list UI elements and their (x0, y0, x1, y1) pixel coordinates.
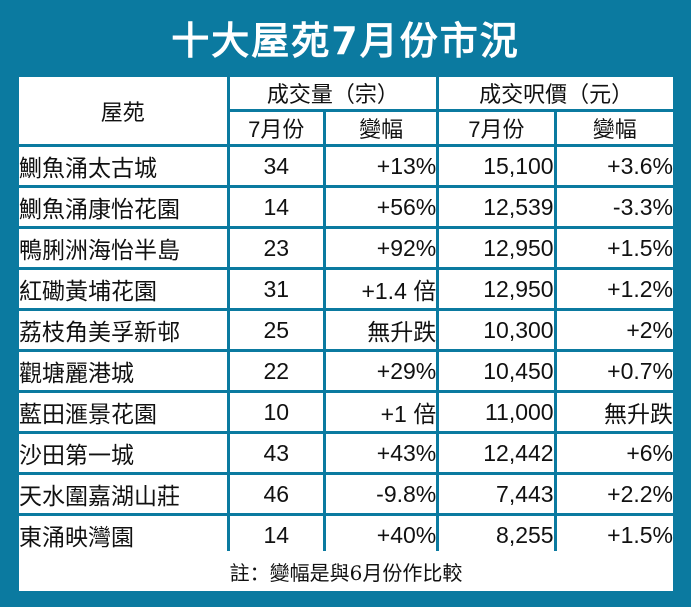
volume-value: 23 (229, 229, 323, 267)
price-change-header: 變幅 (556, 112, 673, 144)
volume-value: 34 (229, 147, 323, 185)
volume-change-value: 無升跌 (325, 311, 437, 349)
table-row: 藍田滙景花園 10 +1 倍 11,000 無升跌 (19, 393, 673, 431)
price-group-header: 成交呎價（元） (439, 77, 673, 109)
table-row: 天水圍嘉湖山莊 46 -9.8% 7,443 +2.2% (19, 475, 673, 513)
volume-value: 43 (229, 434, 323, 472)
volume-change-value: +13% (325, 147, 437, 185)
price-change-value: +6% (556, 434, 673, 472)
price-change-value: +1.5% (556, 229, 673, 267)
volume-value: 14 (229, 188, 323, 226)
volume-group-header: 成交量（宗） (229, 77, 437, 109)
volume-value: 46 (229, 475, 323, 513)
price-change-value: +2.2% (556, 475, 673, 513)
estate-name: 鴨脷洲海怡半島 (19, 229, 227, 267)
volume-change-value: -9.8% (325, 475, 437, 513)
volume-change-value: +56% (325, 188, 437, 226)
price-change-value: 無升跌 (556, 393, 673, 431)
volume-change-header: 變幅 (325, 112, 437, 144)
page-title: 十大屋苑7月份市況 (171, 18, 520, 63)
price-value: 12,539 (439, 188, 554, 226)
table-row: 鰂魚涌康怡花園 14 +56% 12,539 -3.3% (19, 188, 673, 226)
estate-name: 觀塘麗港城 (19, 352, 227, 390)
price-value: 11,000 (439, 393, 554, 431)
volume-change-value: +29% (325, 352, 437, 390)
estate-name: 鰂魚涌太古城 (19, 147, 227, 185)
estate-name: 鰂魚涌康怡花園 (19, 188, 227, 226)
price-change-value: +1.2% (556, 270, 673, 308)
volume-value: 22 (229, 352, 323, 390)
volume-value: 10 (229, 393, 323, 431)
price-value: 12,442 (439, 434, 554, 472)
estate-name: 東涌映灣園 (19, 516, 227, 554)
price-value: 12,950 (439, 229, 554, 267)
table-row: 鰂魚涌太古城 34 +13% 15,100 +3.6% (19, 147, 673, 185)
price-value: 7,443 (439, 475, 554, 513)
price-value: 15,100 (439, 147, 554, 185)
volume-change-value: +1.4 倍 (325, 270, 437, 308)
price-change-value: -3.3% (556, 188, 673, 226)
volume-value: 25 (229, 311, 323, 349)
estate-column-header: 屋苑 (19, 77, 227, 144)
table-row: 紅磡黃埔花園 31 +1.4 倍 12,950 +1.2% (19, 270, 673, 308)
price-change-value: +2% (556, 311, 673, 349)
volume-month-header: 7月份 (229, 112, 323, 144)
market-table: 屋苑 成交量（宗） 成交呎價（元） 7月份 變幅 7月份 變幅 鰂魚涌太古城 3… (16, 74, 676, 557)
volume-change-value: +43% (325, 434, 437, 472)
price-month-header: 7月份 (439, 112, 554, 144)
volume-value: 14 (229, 516, 323, 554)
volume-change-value: +1 倍 (325, 393, 437, 431)
estate-name: 紅磡黃埔花園 (19, 270, 227, 308)
price-change-value: +3.6% (556, 147, 673, 185)
estate-name: 沙田第一城 (19, 434, 227, 472)
price-value: 10,450 (439, 352, 554, 390)
volume-change-value: +40% (325, 516, 437, 554)
estate-name: 藍田滙景花園 (19, 393, 227, 431)
price-value: 8,255 (439, 516, 554, 554)
table-row: 鴨脷洲海怡半島 23 +92% 12,950 +1.5% (19, 229, 673, 267)
table-row: 觀塘麗港城 22 +29% 10,450 +0.7% (19, 352, 673, 390)
volume-value: 31 (229, 270, 323, 308)
estate-name: 荔枝角美孚新邨 (19, 311, 227, 349)
price-value: 10,300 (439, 311, 554, 349)
price-change-value: +1.5% (556, 516, 673, 554)
volume-change-value: +92% (325, 229, 437, 267)
table-row: 荔枝角美孚新邨 25 無升跌 10,300 +2% (19, 311, 673, 349)
price-change-value: +0.7% (556, 352, 673, 390)
estate-name: 天水圍嘉湖山莊 (19, 475, 227, 513)
price-value: 12,950 (439, 270, 554, 308)
footnote: 註：變幅是與6月份作比較 (19, 551, 673, 591)
table-row: 東涌映灣園 14 +40% 8,255 +1.5% (19, 516, 673, 554)
table-row: 沙田第一城 43 +43% 12,442 +6% (19, 434, 673, 472)
